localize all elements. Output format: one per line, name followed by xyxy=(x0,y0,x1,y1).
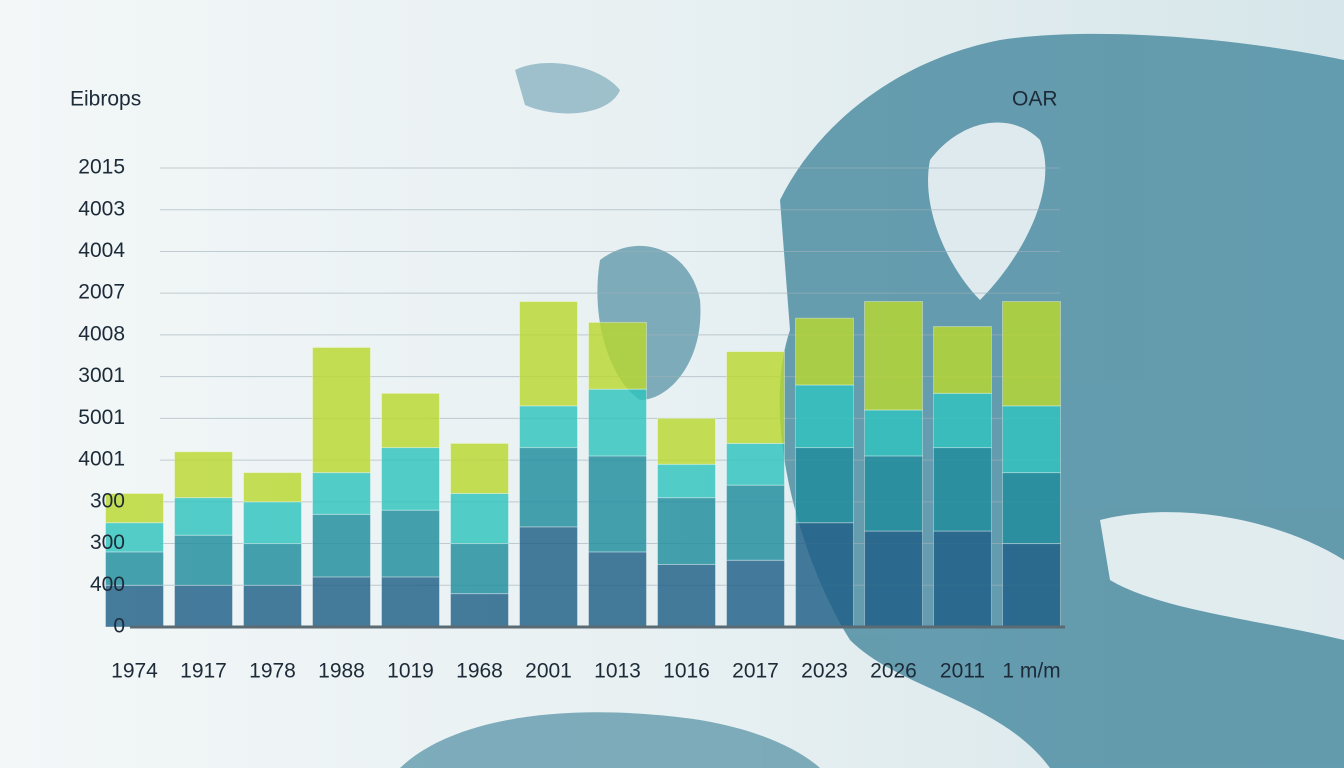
bar-segment xyxy=(864,409,923,457)
bar-segment xyxy=(726,442,785,486)
bar-segment xyxy=(933,392,992,449)
y-tick-label: 2007 xyxy=(78,281,125,304)
x-tick-label: 2017 xyxy=(732,660,779,683)
y-tick-label: 0 xyxy=(113,615,125,638)
y-tick-label: 4001 xyxy=(78,448,125,471)
bar-segment xyxy=(450,442,509,494)
bar-segment xyxy=(795,317,854,386)
bar-segment xyxy=(312,513,371,578)
bar-segment xyxy=(795,447,854,524)
bar-segment xyxy=(657,417,716,465)
bar-segment xyxy=(174,534,233,586)
y-tick-label: 4004 xyxy=(78,239,125,262)
y-tick-label: 2015 xyxy=(78,156,125,179)
x-tick-label: 2001 xyxy=(525,660,572,683)
x-tick-label: 1 m/m xyxy=(1002,660,1060,683)
x-tick-label: 1016 xyxy=(663,660,710,683)
bar-segment xyxy=(588,551,647,628)
bar-segment xyxy=(519,526,578,628)
y-tick-label: 4003 xyxy=(78,197,125,220)
bar-segment xyxy=(657,463,716,499)
bar-segment xyxy=(243,543,302,586)
bar-segment xyxy=(174,497,233,536)
x-tick-label: 2023 xyxy=(801,660,848,683)
bar-segment xyxy=(105,551,164,586)
bar-segment xyxy=(174,584,233,628)
bar-segment xyxy=(381,576,440,628)
x-tick-label: 1917 xyxy=(180,660,227,683)
y-tick-label: 5001 xyxy=(78,406,125,429)
bar-segment xyxy=(933,530,992,628)
y-tick-label: 400 xyxy=(90,573,125,596)
bar-segment xyxy=(1002,543,1061,628)
bar-segment xyxy=(519,301,578,407)
x-tick-label: 1968 xyxy=(456,660,503,683)
bar-segment xyxy=(312,472,371,515)
x-tick-label: 2026 xyxy=(870,660,917,683)
y-tick-label: 300 xyxy=(90,489,125,512)
bar-segment xyxy=(726,559,785,628)
y-tick-label: 300 xyxy=(90,531,125,554)
x-tick-label: 2011 xyxy=(940,660,985,683)
bar-segment xyxy=(1002,405,1061,474)
bar-segment xyxy=(864,301,923,411)
bar-segment xyxy=(933,447,992,532)
bar-segment xyxy=(174,451,233,499)
bar-segment xyxy=(933,326,992,394)
bar-segment xyxy=(795,522,854,628)
bar-segment xyxy=(726,484,785,561)
bar-segment xyxy=(450,492,509,545)
x-tick-label: 1019 xyxy=(387,660,434,683)
x-tick-label: 1013 xyxy=(594,660,641,683)
bar-segment xyxy=(519,405,578,449)
bar-segment xyxy=(1002,472,1061,545)
y-tick-label: 3001 xyxy=(78,364,125,387)
bar-segment xyxy=(450,593,509,628)
bar-segment xyxy=(864,455,923,532)
bar-segment xyxy=(864,530,923,628)
bar-segment xyxy=(381,392,440,449)
bar-segment xyxy=(105,584,164,628)
bar-segment xyxy=(381,447,440,511)
bar-segment xyxy=(795,384,854,449)
bar-segment xyxy=(105,522,164,553)
bar-segment xyxy=(312,576,371,628)
bar-segment xyxy=(243,501,302,545)
bar-segment xyxy=(657,563,716,628)
bar-segment xyxy=(1002,301,1061,407)
bar-segment xyxy=(105,492,164,524)
annotation: OAR xyxy=(1012,88,1058,111)
bar-segment xyxy=(726,351,785,444)
bar-segment xyxy=(381,509,440,578)
chart-title: Eibrops xyxy=(70,88,141,111)
x-tick-label: 1988 xyxy=(318,660,365,683)
y-tick-label: 4008 xyxy=(78,322,125,345)
bar-segment xyxy=(312,346,371,474)
bar-segment xyxy=(588,455,647,553)
bar-segment xyxy=(243,584,302,628)
bar-segment xyxy=(588,321,647,390)
x-tick-label: 1974 xyxy=(111,660,158,683)
bar-segment xyxy=(519,447,578,528)
bar-segment xyxy=(588,388,647,457)
bar-segment xyxy=(657,497,716,565)
bar-segment xyxy=(450,543,509,595)
bar-segment xyxy=(243,472,302,503)
x-tick-label: 1978 xyxy=(249,660,296,683)
